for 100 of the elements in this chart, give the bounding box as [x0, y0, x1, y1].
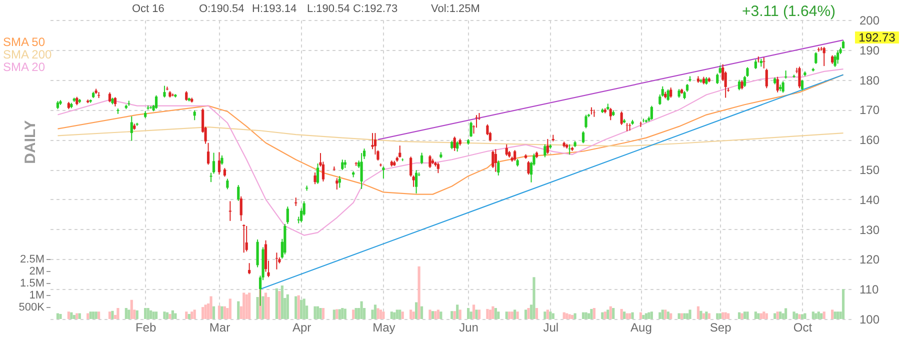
bar	[727, 313, 730, 319]
bar	[648, 312, 650, 319]
bar	[820, 313, 823, 319]
bar	[514, 310, 516, 319]
bar	[280, 286, 284, 319]
candlestick	[765, 68, 768, 89]
bar	[453, 311, 456, 319]
bar	[765, 313, 768, 319]
y-tick-label: 120	[860, 252, 880, 267]
candlestick	[341, 159, 344, 171]
bar	[516, 312, 519, 319]
bar	[382, 312, 385, 319]
bar	[264, 292, 268, 319]
candlestick	[240, 196, 242, 222]
candlestick	[314, 172, 316, 185]
text: O:190.54	[199, 3, 244, 15]
bar	[571, 314, 574, 319]
bar	[420, 306, 424, 319]
candlestick	[642, 118, 645, 123]
candlestick	[456, 140, 459, 152]
bar	[738, 312, 741, 319]
bar	[332, 310, 336, 319]
text: H:193.14	[252, 3, 297, 15]
bar	[836, 312, 840, 319]
bar	[606, 310, 610, 319]
candlestick	[639, 121, 642, 128]
candlestick	[546, 138, 549, 154]
x-tick-label: Mar	[209, 320, 230, 334]
text: 192.73	[858, 30, 896, 44]
candlestick	[527, 160, 530, 176]
candlestick	[220, 154, 224, 166]
bar	[683, 313, 686, 319]
bar	[708, 313, 710, 319]
text: Vol:1.25M	[431, 3, 480, 15]
y-tick-label: 150	[860, 163, 880, 177]
y-tick-label: 170	[860, 103, 880, 118]
bar	[666, 312, 670, 319]
text: L:190.54	[307, 3, 350, 15]
x-tick-label: Apr	[292, 320, 312, 334]
candlestick	[256, 238, 259, 268]
bar	[722, 312, 724, 319]
bar	[544, 312, 546, 319]
candlestick	[782, 80, 784, 94]
bar	[620, 308, 623, 319]
candlestick	[746, 66, 749, 78]
bar	[784, 308, 788, 319]
bar	[393, 312, 396, 319]
bar	[664, 310, 667, 319]
candlestick	[492, 150, 494, 169]
bar	[658, 312, 662, 319]
candlestick	[800, 79, 804, 92]
candlestick	[584, 114, 588, 129]
bar	[466, 308, 470, 319]
bar	[628, 313, 632, 319]
candlestick	[374, 132, 377, 156]
bar	[700, 310, 702, 319]
bar	[562, 312, 566, 319]
y-tick-label: 130	[860, 222, 880, 237]
bar	[688, 310, 692, 319]
bar	[360, 301, 363, 319]
bar	[631, 312, 634, 319]
candlestick	[514, 150, 516, 162]
candlestick	[470, 121, 472, 138]
bar	[757, 313, 760, 319]
candlestick	[453, 136, 456, 152]
bar	[492, 306, 494, 319]
candlestick	[336, 178, 338, 190]
bar	[505, 312, 508, 319]
bar	[338, 309, 341, 319]
bar	[314, 306, 316, 319]
bar	[494, 308, 497, 319]
candlestick	[248, 262, 251, 275]
bar	[549, 312, 552, 319]
bar	[376, 308, 380, 319]
candlestick	[609, 107, 612, 121]
candlestick	[382, 166, 385, 179]
y-tick-label: 140	[860, 192, 880, 207]
candlestick	[494, 148, 497, 172]
x-tick-label: Feb	[135, 320, 156, 334]
bar	[590, 308, 593, 319]
bar	[612, 308, 615, 319]
bar	[262, 296, 264, 319]
candlestick	[757, 56, 760, 63]
bar	[650, 312, 653, 319]
candlestick	[237, 184, 240, 202]
bar	[817, 312, 820, 319]
text: Oct 16	[132, 3, 164, 15]
candlestick	[590, 106, 593, 115]
bar	[456, 304, 459, 319]
candlestick	[776, 76, 779, 93]
bar	[814, 313, 818, 319]
bar	[300, 300, 303, 319]
text: SMA 20	[3, 60, 46, 74]
candlestick	[398, 145, 402, 158]
bar	[431, 311, 434, 319]
y-tick-label: 200	[860, 14, 880, 28]
candlestick	[754, 58, 757, 70]
bar	[574, 313, 576, 319]
bar	[587, 313, 590, 319]
bar	[795, 313, 798, 319]
